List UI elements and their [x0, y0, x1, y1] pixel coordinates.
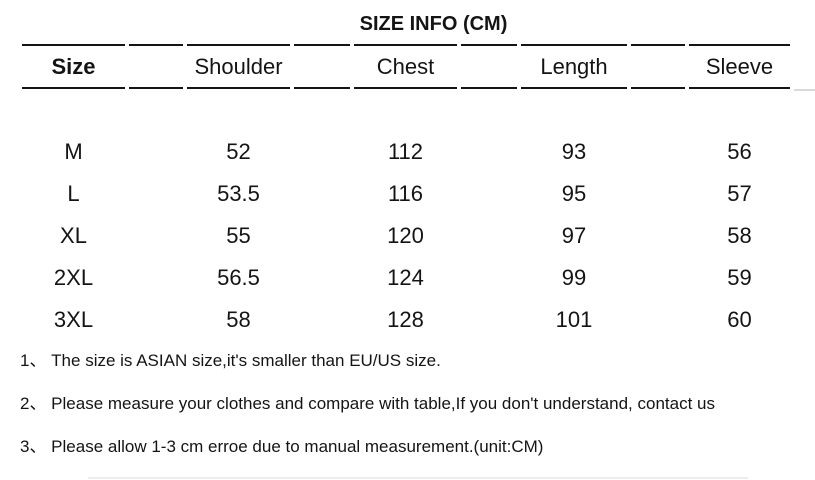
spacer-cell [294, 173, 350, 215]
size-cell: XL [60, 223, 87, 248]
faint-gridline-bottom [88, 477, 748, 479]
spacer-cell [461, 173, 517, 215]
spacer-cell [631, 299, 685, 341]
header-cell-size: Size [22, 44, 125, 89]
size-cell: 2XL [53, 265, 94, 290]
blank-cell [22, 89, 790, 131]
note-2: 2、 Please measure your clothes and compa… [20, 394, 715, 413]
spacer-cell [294, 257, 350, 299]
chest-cell: 112 [387, 139, 424, 164]
size-table: Size Shoulder Chest Length Sleeve M 52 1… [18, 44, 794, 341]
faint-gridline-right [794, 89, 815, 91]
table-row-m: M 52 112 93 56 [22, 131, 790, 173]
size-cell: L [67, 181, 80, 206]
table-header-row: Size Shoulder Chest Length Sleeve [22, 44, 790, 89]
table-row-l: L 53.5 116 95 57 [22, 173, 790, 215]
spacer-cell [461, 299, 517, 341]
shoulder-cell: 52 [226, 139, 251, 164]
blank-row [22, 89, 790, 131]
page-title: SIZE INFO (CM) [359, 13, 508, 35]
spacer-cell [461, 257, 517, 299]
spacer-cell [294, 215, 350, 257]
chest-cell: 124 [387, 265, 424, 290]
spacer-cell [129, 215, 183, 257]
spacer-cell [129, 44, 183, 89]
length-cell: 99 [561, 265, 587, 290]
length-cell: 97 [561, 223, 587, 248]
size-cell: M [64, 139, 83, 164]
spacer-cell [631, 131, 685, 173]
header-cell-chest: Chest [354, 44, 457, 89]
note-3: 3、 Please allow 1-3 cm erroe due to manu… [20, 437, 544, 456]
sleeve-cell: 56 [727, 139, 752, 164]
header-cell-sleeve: Sleeve [689, 44, 790, 89]
spacer-cell [129, 257, 183, 299]
size-cell: 3XL [53, 307, 94, 332]
spacer-cell [631, 44, 685, 89]
length-cell: 95 [561, 181, 587, 206]
shoulder-cell: 56.5 [217, 265, 260, 290]
chest-cell: 116 [387, 181, 424, 206]
sleeve-cell: 57 [727, 181, 752, 206]
spacer-cell [294, 299, 350, 341]
sleeve-cell: 58 [727, 223, 752, 248]
spacer-cell [129, 173, 183, 215]
shoulder-cell: 53.5 [217, 181, 260, 206]
shoulder-cell: 58 [226, 307, 251, 332]
length-cell: 101 [555, 307, 593, 332]
spacer-cell [461, 215, 517, 257]
chest-cell: 128 [387, 307, 424, 332]
sleeve-cell: 60 [727, 307, 752, 332]
spacer-cell [461, 131, 517, 173]
shoulder-cell: 55 [226, 223, 251, 248]
length-cell: 93 [561, 139, 587, 164]
spacer-cell [129, 299, 183, 341]
spacer-cell [294, 44, 350, 89]
table-row-xl: XL 55 120 97 58 [22, 215, 790, 257]
note-1: 1、 The size is ASIAN size,it's smaller t… [20, 351, 441, 370]
spacer-cell [294, 131, 350, 173]
header-cell-length: Length [521, 44, 627, 89]
sleeve-cell: 59 [727, 265, 752, 290]
chest-cell: 120 [387, 223, 424, 248]
spacer-cell [461, 44, 517, 89]
spacer-cell [129, 131, 183, 173]
table-row-3xl: 3XL 58 128 101 60 [22, 299, 790, 341]
spacer-cell [631, 173, 685, 215]
notes-section: 1、 The size is ASIAN size,it's smaller t… [20, 351, 815, 457]
table-row-2xl: 2XL 56.5 124 99 59 [22, 257, 790, 299]
header-cell-shoulder: Shoulder [187, 44, 290, 89]
spacer-cell [631, 215, 685, 257]
spacer-cell [631, 257, 685, 299]
